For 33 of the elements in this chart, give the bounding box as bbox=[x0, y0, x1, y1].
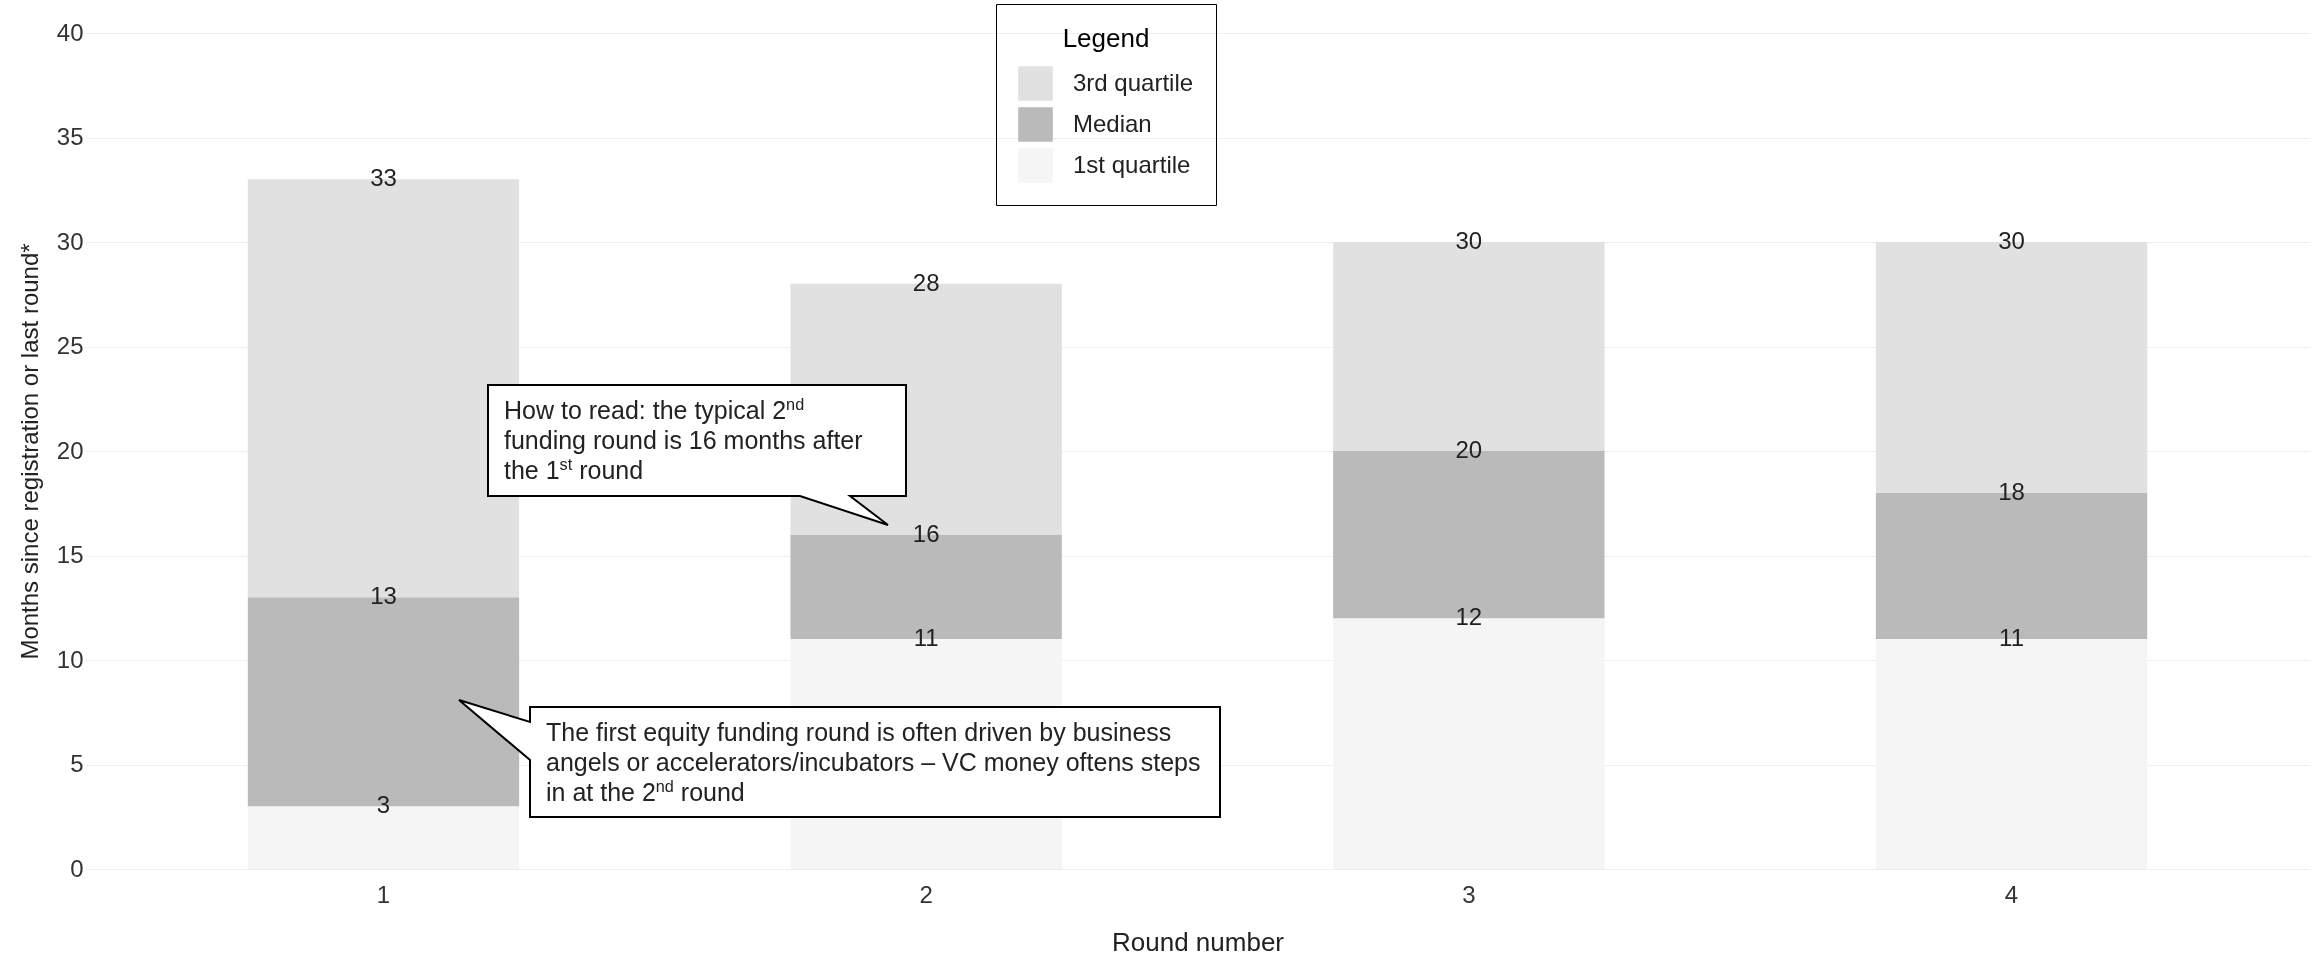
annotation: 13 bbox=[370, 582, 397, 610]
x-tick-label: 1 bbox=[376, 880, 391, 908]
annotation: 12 bbox=[1455, 603, 1483, 631]
annotation: 28 bbox=[912, 268, 940, 296]
annotation: 16 bbox=[912, 519, 940, 547]
x-axis-title: Round number bbox=[1112, 926, 1285, 957]
y-axis-title: Months since registration or last round* bbox=[15, 243, 43, 660]
annotation: 33 bbox=[370, 164, 397, 192]
legend-label: 1st quartile bbox=[1073, 150, 1191, 178]
annotation: 30 bbox=[1455, 227, 1483, 254]
x-tick-label: 4 bbox=[2004, 880, 2019, 908]
y-tick-label: 15 bbox=[56, 541, 84, 568]
legend-title: Legend bbox=[1062, 23, 1150, 53]
y-tick-label: 20 bbox=[56, 436, 84, 464]
y-tick-label: 30 bbox=[56, 227, 84, 255]
y-tick-label: 35 bbox=[56, 123, 84, 150]
x-tick-label: 2 bbox=[919, 880, 933, 908]
y-tick-label: 5 bbox=[70, 750, 84, 777]
annotation: How to read: the typical 2$^{nd}$ funding round is 16 months after the 1$^{st}$ round bbox=[503, 394, 864, 487]
y-tick-label: 25 bbox=[56, 332, 84, 359]
y-tick-label: 40 bbox=[56, 18, 84, 46]
annotation: 30 bbox=[1998, 227, 2025, 254]
x-tick-label: 3 bbox=[1462, 880, 1476, 908]
annotation: The first equity funding round is often driven by business angels or accelerators/incubators – VC money oftens steps in at the 2$^{nd}$ round bbox=[545, 717, 1202, 809]
legend-label: Median bbox=[1073, 109, 1152, 137]
legend-label: 3rd quartile bbox=[1073, 68, 1194, 96]
annotation: 20 bbox=[1455, 436, 1483, 463]
annotation: 11 bbox=[1999, 624, 2024, 652]
annotation: 18 bbox=[1998, 477, 2025, 505]
annotation: 3 bbox=[376, 791, 391, 819]
y-tick-label: 0 bbox=[70, 854, 84, 882]
annotation: 11 bbox=[913, 624, 939, 652]
y-tick-label: 10 bbox=[56, 645, 84, 673]
